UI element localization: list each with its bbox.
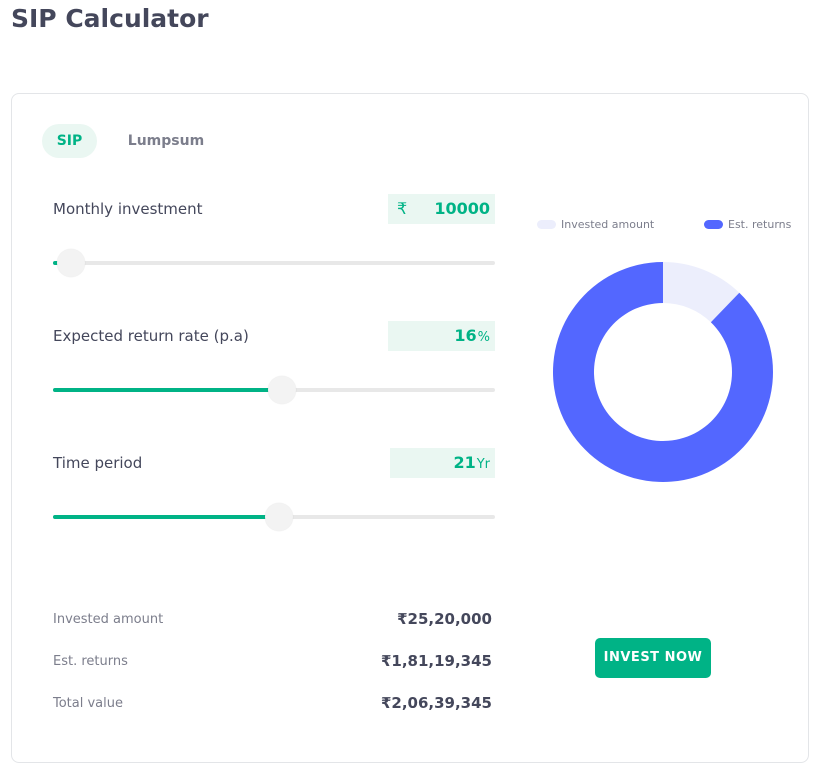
- rupee-icon: ₹: [397, 199, 408, 218]
- legend-returns: Est. returns: [704, 218, 791, 231]
- time-period-label: Time period: [53, 454, 143, 472]
- return-rate-value: 16: [454, 326, 477, 345]
- monthly-investment-input[interactable]: ₹ 10000: [388, 194, 495, 224]
- summary-returns-value: ₹1,81,19,345: [380, 652, 492, 670]
- donut-slice-invested: [663, 262, 740, 323]
- legend-invested-label: Invested amount: [561, 218, 655, 231]
- monthly-investment-label: Monthly investment: [53, 200, 203, 218]
- return-rate-slider-handle[interactable]: [267, 376, 296, 404]
- return-rate-input[interactable]: 16%: [388, 321, 495, 351]
- legend-returns-label: Est. returns: [728, 218, 792, 231]
- page-title: SIP Calculator: [11, 4, 209, 33]
- return-rate-slider-fill: [53, 388, 282, 392]
- monthly-investment-slider[interactable]: [53, 249, 495, 277]
- return-rate-value-group: 16%: [454, 321, 490, 353]
- time-period-value-group: 21Yr: [453, 448, 490, 480]
- summary-total-value: ₹2,06,39,345: [380, 694, 492, 712]
- monthly-investment-slider-handle[interactable]: [56, 249, 85, 277]
- legend-returns-swatch: [704, 220, 723, 229]
- invest-now-button[interactable]: INVEST NOW: [595, 638, 711, 678]
- time-period-slider[interactable]: [53, 503, 495, 531]
- legend-invested-swatch: [537, 220, 556, 229]
- time-period-slider-fill: [53, 515, 280, 519]
- return-rate-label: Expected return rate (p.a): [53, 327, 249, 345]
- summary-invested-value: ₹25,20,000: [397, 610, 492, 628]
- monthly-investment-value: 10000: [434, 199, 490, 218]
- tab-sip[interactable]: SIP: [42, 124, 97, 158]
- time-period-unit: Yr: [476, 457, 490, 472]
- return-rate-unit: %: [477, 330, 490, 345]
- returns-donut-chart: [553, 262, 773, 482]
- time-period-input[interactable]: 21Yr: [390, 448, 495, 478]
- summary-total-label: Total value: [53, 696, 124, 711]
- time-period-slider-handle[interactable]: [265, 503, 294, 531]
- calculator-card: SIP Lumpsum Monthly investment ₹ 10000 E…: [11, 93, 809, 763]
- summary-invested-label: Invested amount: [53, 612, 164, 627]
- time-period-value: 21: [453, 453, 476, 472]
- return-rate-slider[interactable]: [53, 376, 495, 404]
- summary-returns-label: Est. returns: [53, 654, 128, 669]
- tab-lumpsum[interactable]: Lumpsum: [127, 133, 205, 149]
- legend-invested: Invested amount: [537, 218, 654, 231]
- donut-slice-returns: [553, 262, 773, 482]
